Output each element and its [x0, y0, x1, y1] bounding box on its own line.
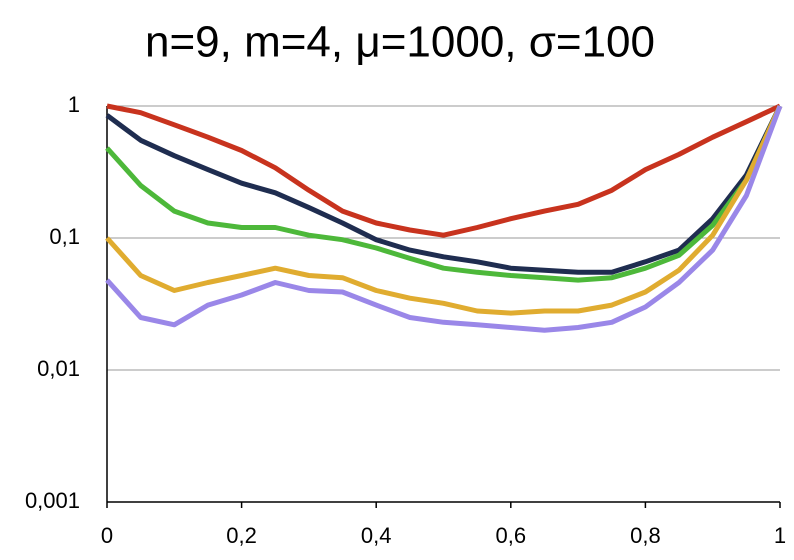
y-tick-label: 0,01	[37, 356, 80, 381]
series-line	[105, 104, 783, 316]
y-tick-label: 0,1	[49, 224, 80, 249]
chart-title: n=9, m=4, μ=1000, σ=100	[145, 18, 655, 67]
x-tick-label: 0,6	[496, 523, 527, 548]
series-line	[105, 104, 783, 283]
x-tick-label: 0,4	[361, 523, 392, 548]
series-line	[105, 105, 783, 333]
y-tick-label: 1	[68, 92, 80, 117]
series-line	[106, 103, 782, 238]
series-line	[105, 104, 783, 275]
x-tick-label: 1	[774, 523, 786, 548]
x-tick-label: 0,2	[226, 523, 257, 548]
y-tick-label: 0,001	[25, 488, 80, 513]
x-tick-label: 0,8	[630, 523, 661, 548]
x-tick-label: 0	[101, 523, 113, 548]
